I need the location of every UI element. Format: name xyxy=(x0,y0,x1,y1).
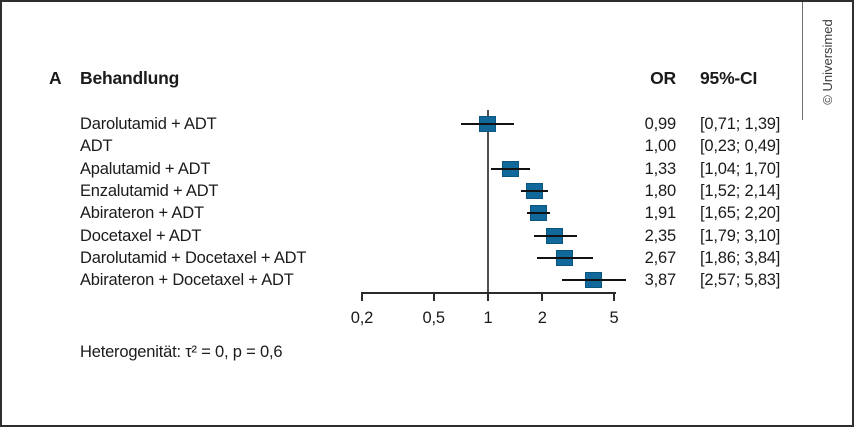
x-axis-tick xyxy=(487,292,489,301)
or-value: 1,91 xyxy=(644,204,677,223)
panel-label: A xyxy=(49,68,62,88)
x-axis-tick-label: 2 xyxy=(537,309,547,327)
or-value: 1,33 xyxy=(644,159,677,178)
treatment-label: Enzalutamid + ADT xyxy=(80,181,219,200)
treatment-label: Abirateron + ADT xyxy=(80,204,204,223)
or-value: 2,35 xyxy=(644,226,677,245)
ci-value: [1,04; 1,70] xyxy=(700,159,781,178)
ci-value: [1,79; 3,10] xyxy=(700,226,781,245)
treatment-label: Abirateron + Docetaxel + ADT xyxy=(80,271,294,290)
x-axis-tick-label: 1 xyxy=(483,309,493,327)
or-column-header: OR xyxy=(650,68,676,88)
x-axis-tick-label: 0,2 xyxy=(350,309,374,327)
treatment-column-header: Behandlung xyxy=(80,68,180,88)
ci-whisker xyxy=(536,256,594,259)
ci-value: [1,65; 2,20] xyxy=(700,204,781,223)
x-axis-tick xyxy=(541,292,544,301)
reference-line xyxy=(487,110,489,292)
ci-value: [0,23; 0,49] xyxy=(700,137,781,156)
x-axis-tick-label: 0,5 xyxy=(422,309,446,327)
treatment-label: Darolutamid + Docetaxel + ADT xyxy=(80,248,307,267)
ci-value: [1,52; 2,14] xyxy=(700,181,781,200)
ci-column-header: 95%-CI xyxy=(700,68,758,88)
treatment-label: Apalutamid + ADT xyxy=(80,159,211,178)
x-axis-tick xyxy=(360,292,363,301)
ci-value: [0,71; 1,39] xyxy=(700,115,781,133)
ci-whisker xyxy=(520,189,548,192)
x-axis-tick-label: 5 xyxy=(609,309,619,327)
or-value: 2,67 xyxy=(644,248,677,267)
ci-whisker xyxy=(533,234,577,237)
credit-divider xyxy=(802,2,803,120)
ci-whisker xyxy=(491,167,530,170)
treatment-label: Docetaxel + ADT xyxy=(80,226,202,245)
or-value: 0,99 xyxy=(644,115,677,133)
treatment-label: ADT xyxy=(80,137,113,156)
copyright-credit: © Universimed xyxy=(820,19,835,105)
ci-whisker xyxy=(527,212,550,215)
x-axis-tick xyxy=(613,292,616,301)
ci-whisker xyxy=(461,123,514,125)
ci-whisker xyxy=(561,279,627,282)
or-value: 1,00 xyxy=(644,137,677,156)
or-value: 1,80 xyxy=(644,181,677,200)
or-value: 3,87 xyxy=(644,271,677,290)
ci-value: [1,86; 3,84] xyxy=(700,248,781,267)
treatment-label: Darolutamid + ADT xyxy=(80,115,217,133)
x-axis-tick xyxy=(432,292,435,301)
heterogeneity-note: Heterogenität: τ² = 0, p = 0,6 xyxy=(80,343,283,361)
ci-value: [2,57; 5,83] xyxy=(700,271,781,290)
